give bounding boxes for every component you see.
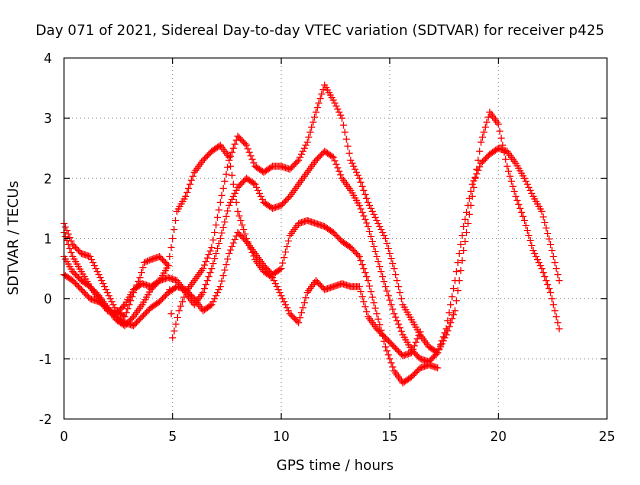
x-tick-label: 15	[382, 430, 399, 445]
x-tick-label: 10	[273, 430, 290, 445]
y-axis-label: SDTVAR / TECUs	[6, 181, 22, 296]
x-tick-label: 5	[168, 430, 176, 445]
grid-lines	[64, 58, 607, 419]
x-tick-label: 25	[599, 430, 616, 445]
y-tick-label: 2	[44, 172, 52, 187]
y-tick-label: 3	[44, 112, 52, 127]
axis-ticks: 0 5 10 15 20 25 -2 -1 0 1 2 3 4	[39, 52, 615, 445]
data-points	[60, 81, 563, 387]
chart-title: Day 071 of 2021, Sidereal Day-to-day VTE…	[36, 23, 605, 39]
y-tick-label: -2	[39, 413, 52, 428]
y-tick-label: 0	[44, 293, 52, 308]
y-tick-label: -1	[39, 353, 52, 368]
y-tick-label: 1	[44, 233, 52, 248]
y-tick-label: 4	[44, 52, 52, 67]
x-tick-label: 20	[490, 430, 507, 445]
x-tick-label: 0	[60, 430, 68, 445]
x-axis-label: GPS time / hours	[276, 458, 393, 474]
